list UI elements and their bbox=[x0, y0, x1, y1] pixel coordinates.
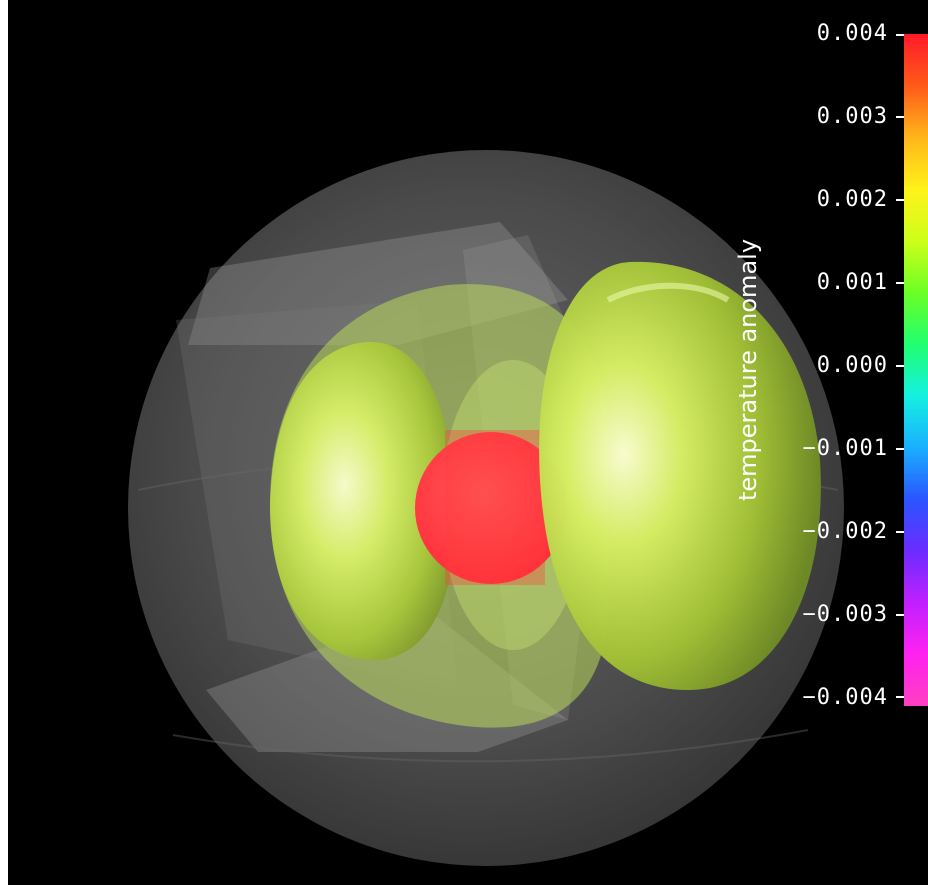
colorbar-tick-mark bbox=[896, 365, 904, 367]
colorbar-tick-label: −0.001 bbox=[802, 436, 888, 461]
colorbar-tick-mark bbox=[896, 34, 904, 36]
colorbar-tick-mark bbox=[896, 614, 904, 616]
colorbar-tick-label: −0.004 bbox=[802, 685, 888, 710]
colorbar-tick-label: −0.002 bbox=[802, 519, 888, 544]
colorbar-tick-label: 0.003 bbox=[816, 104, 888, 129]
colorbar bbox=[904, 34, 928, 706]
colorbar-tick-mark bbox=[896, 116, 904, 118]
colorbar-tick-label: 0.001 bbox=[816, 270, 888, 295]
colorbar-tick-label: 0.000 bbox=[816, 353, 888, 378]
render-viewport: 0.004 0.003 0.002 0.001 0.000 −0.001 −0.002 −0.… bbox=[8, 0, 928, 885]
sphere-latitude-line bbox=[172, 729, 809, 763]
colorbar-tick-mark bbox=[896, 531, 904, 533]
colorbar-tick-mark bbox=[896, 448, 904, 450]
colorbar-tick-label: 0.002 bbox=[816, 187, 888, 212]
isosurface-left-lobe bbox=[270, 341, 457, 660]
colorbar-tick-label: 0.004 bbox=[816, 21, 888, 46]
colorbar-title: temperature anomaly bbox=[734, 238, 762, 502]
colorbar-tick-mark bbox=[896, 696, 904, 698]
colorbar-tick-label: −0.003 bbox=[802, 602, 888, 627]
colorbar-tick-mark bbox=[896, 282, 904, 284]
isosurface-core-slice bbox=[445, 430, 545, 585]
colorbar-tick-mark bbox=[896, 199, 904, 201]
isosurface-right-lobe bbox=[539, 261, 821, 690]
isosurface-right-highlight bbox=[606, 282, 730, 303]
isosurface-core bbox=[415, 432, 567, 584]
3d-scene bbox=[128, 150, 844, 866]
